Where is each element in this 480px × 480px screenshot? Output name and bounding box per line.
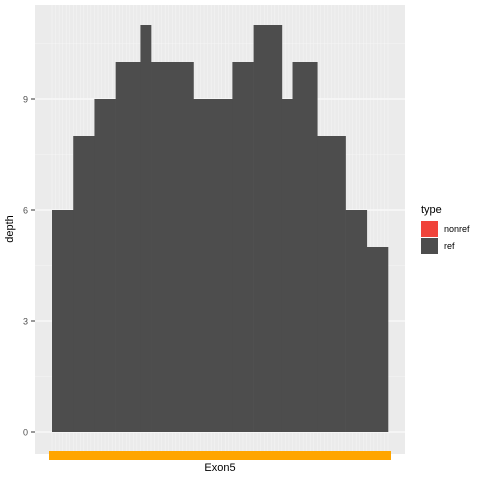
y-tick-label: 3 bbox=[23, 317, 28, 327]
depth-bar-ref bbox=[193, 99, 233, 432]
depth-bar-ref bbox=[73, 136, 95, 432]
exon-track bbox=[49, 451, 391, 460]
y-axis: 0 3 6 9 bbox=[23, 95, 35, 438]
depth-bar-ref bbox=[281, 99, 293, 432]
y-tick-label: 0 bbox=[23, 428, 28, 438]
depth-bar-ref bbox=[151, 62, 194, 432]
depth-bar-ref bbox=[366, 247, 389, 432]
legend-swatch-ref bbox=[421, 238, 438, 254]
depth-bar-ref bbox=[345, 210, 368, 432]
depth-bar-ref bbox=[317, 136, 346, 432]
y-axis-title: depth bbox=[4, 215, 16, 243]
legend-swatch-nonref bbox=[421, 221, 438, 237]
legend-title: type bbox=[421, 204, 442, 216]
depth-bar-ref bbox=[94, 99, 116, 432]
legend: type nonref ref bbox=[421, 204, 470, 254]
depth-bar-ref bbox=[52, 210, 74, 432]
y-tick-label: 6 bbox=[23, 206, 28, 216]
depth-bar-ref bbox=[140, 25, 152, 432]
y-tick-label: 9 bbox=[23, 95, 28, 105]
bars-layer bbox=[52, 25, 389, 432]
legend-label-nonref: nonref bbox=[444, 224, 470, 234]
depth-bar-ref bbox=[253, 25, 283, 432]
legend-label-ref: ref bbox=[444, 241, 455, 251]
depth-bar-ref bbox=[232, 62, 254, 432]
depth-bar-ref bbox=[292, 62, 318, 432]
exon-label: Exon5 bbox=[204, 462, 235, 474]
depth-bar-ref bbox=[115, 62, 141, 432]
